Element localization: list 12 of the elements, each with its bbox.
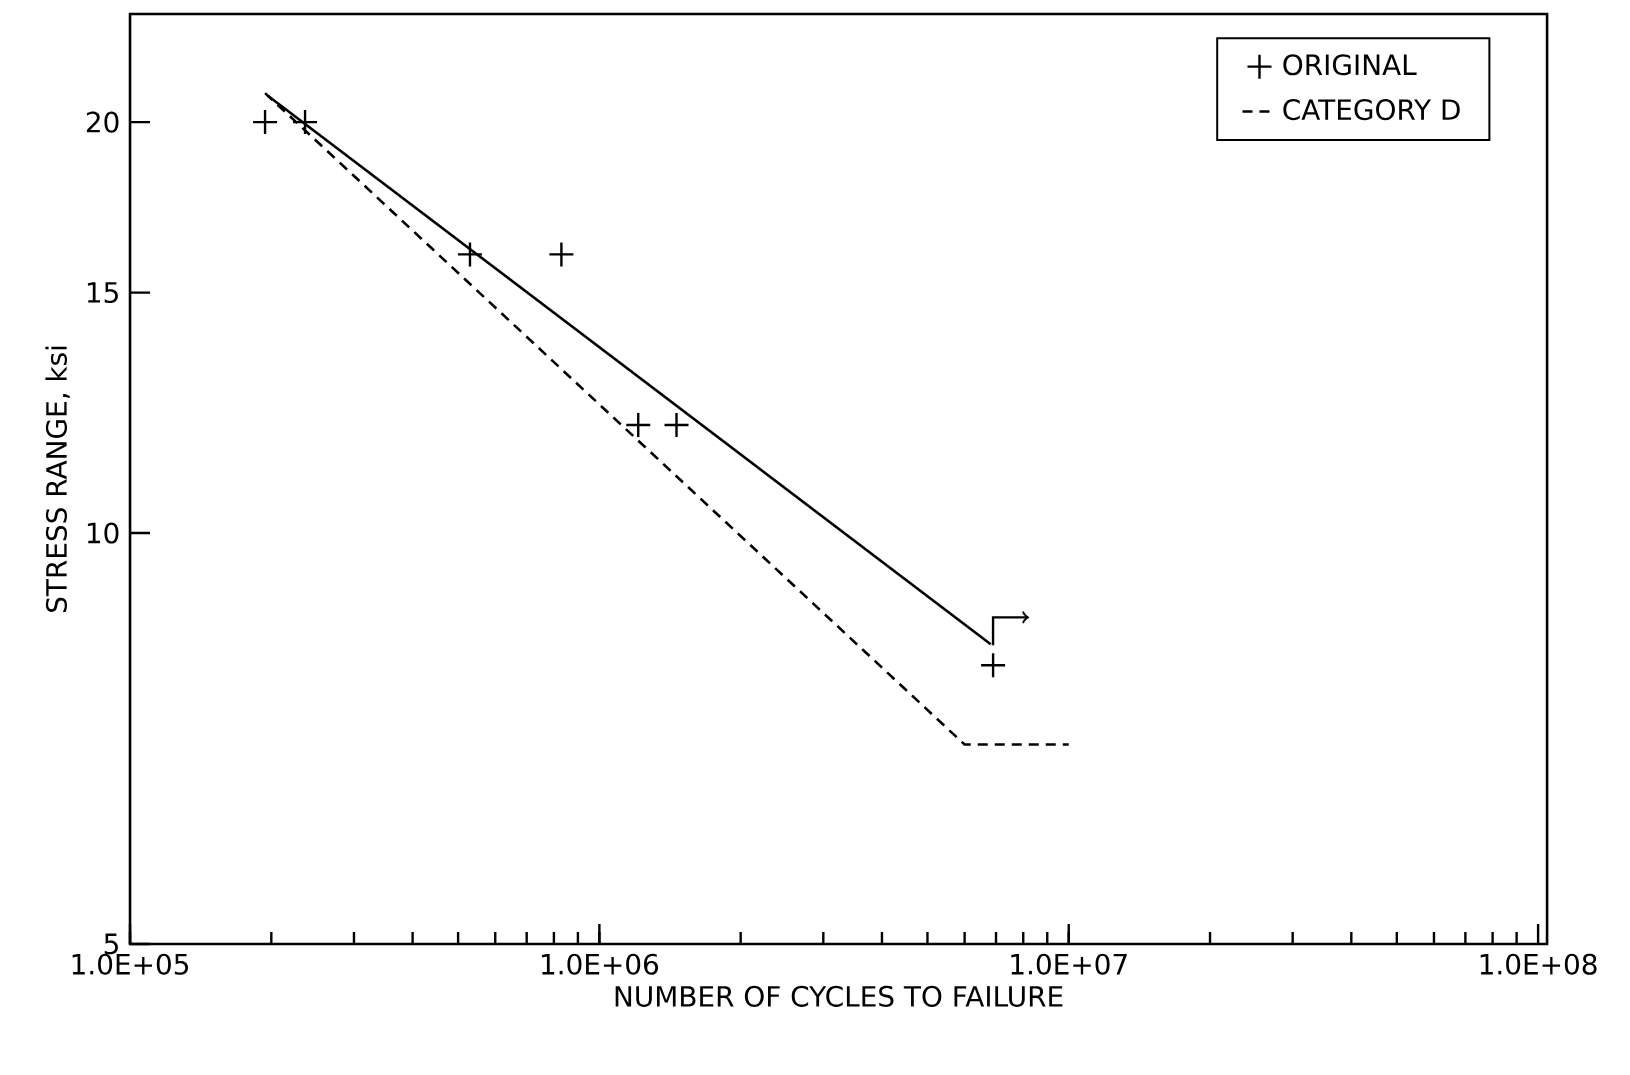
y-tick-label: 20 <box>86 111 119 133</box>
y-tick-label: 10 <box>87 522 119 544</box>
x-tick-label: 1.0E+07 <box>1011 953 1127 975</box>
x-axis-title: NUMBER OF CYCLES TO FAILURE <box>615 985 1063 1007</box>
y-axis-title: STRESS RANGE, ksi <box>45 346 70 612</box>
x-tick-label: 1.0E+06 <box>542 953 659 975</box>
x-tick-label: 1.0E+08 <box>1480 953 1597 975</box>
x-tick-label: 1.0E+05 <box>72 953 189 975</box>
legend-label: CATEGORY D <box>1283 99 1460 121</box>
y-tick-label: 15 <box>87 282 118 304</box>
y-tick-label: 5 <box>104 933 118 955</box>
legend-label: ORIGINAL <box>1283 54 1417 76</box>
